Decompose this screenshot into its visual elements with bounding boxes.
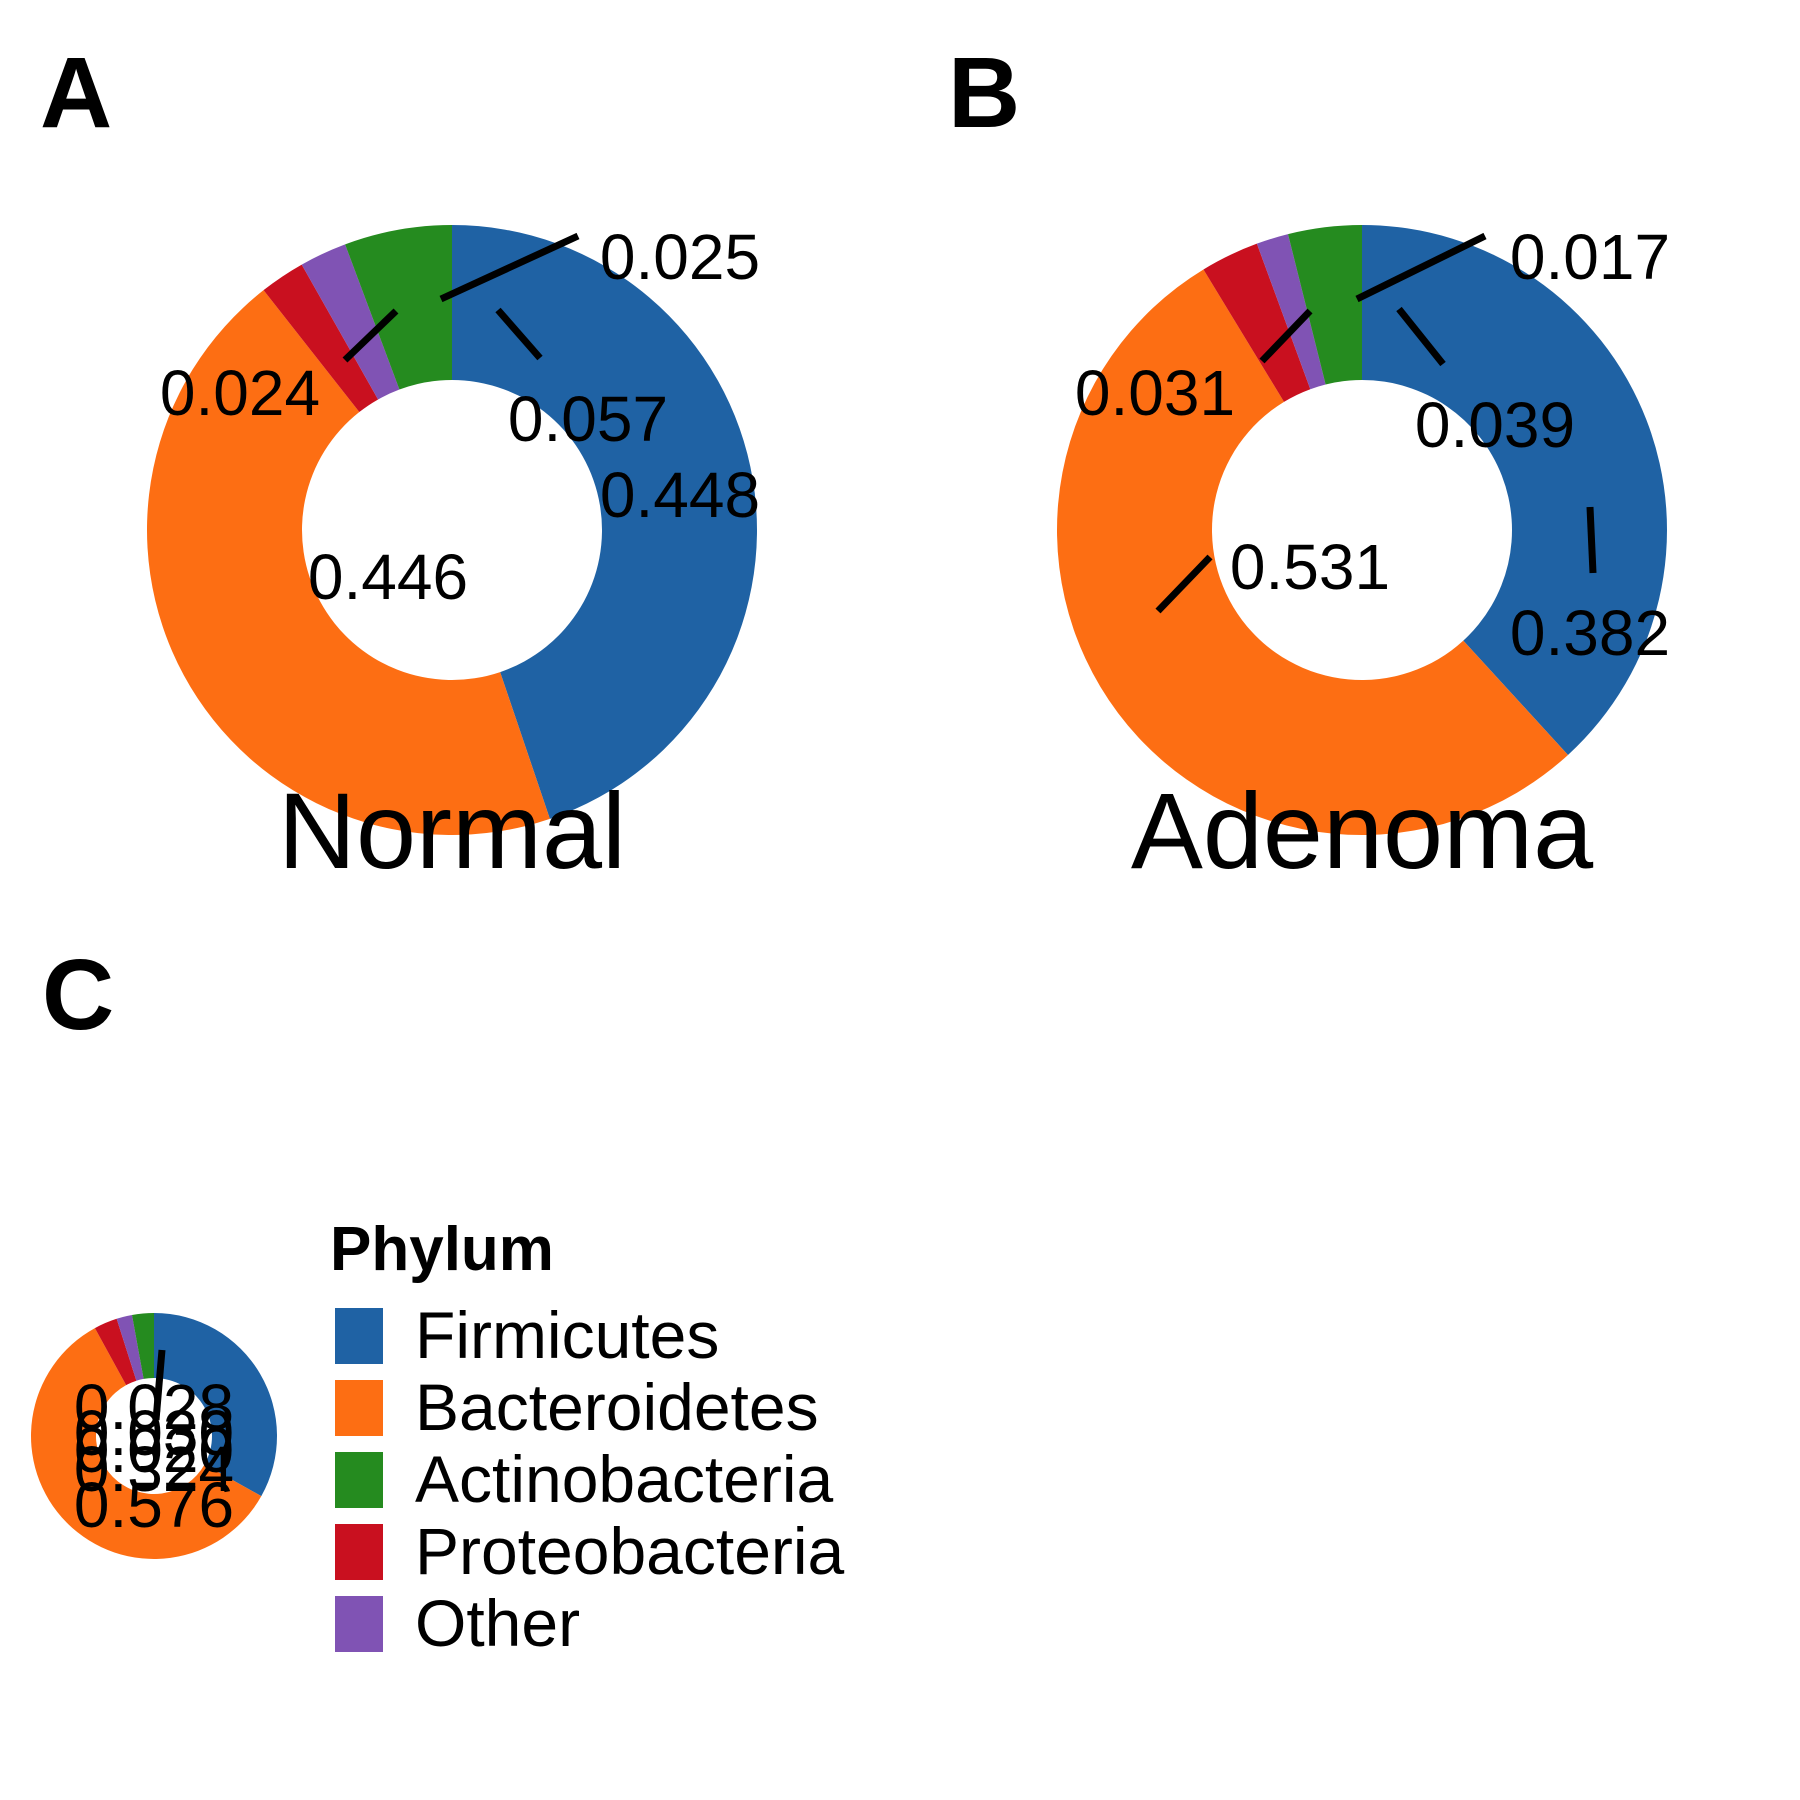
leader-line-proteobacteria <box>342 308 399 363</box>
legend-label-actinobacteria: Actinobacteria <box>415 1442 834 1516</box>
legend-label-firmicutes: Firmicutes <box>415 1298 719 1372</box>
leader-line-firmicutes <box>1586 506 1597 574</box>
slice-proteobacteria <box>94 1318 137 1386</box>
legend-label-other: Other <box>415 1586 580 1660</box>
slice-actinobacteria <box>131 1313 154 1379</box>
value-label-actinobacteria: 0.057 <box>508 383 668 455</box>
slice-bacteroidetes <box>30 1328 262 1559</box>
leader-line-other <box>439 232 580 303</box>
slice-proteobacteria <box>1203 243 1311 402</box>
value-label-other: 0.025 <box>600 221 760 293</box>
slice-actinobacteria <box>1288 225 1362 385</box>
legend-label-bacteroidetes: Bacteroidetes <box>415 1370 819 1444</box>
value-label-bacteroidetes: 0.446 <box>308 541 468 613</box>
legend-title: Phylum <box>330 1215 554 1284</box>
legend-swatch-firmicutes <box>335 1308 383 1364</box>
panel-letter-b: B <box>948 37 1020 149</box>
slice-other <box>1256 234 1326 390</box>
legend-swatch-proteobacteria <box>335 1524 383 1580</box>
value-label-firmicutes: 0.324 <box>74 1433 234 1505</box>
slice-bacteroidetes <box>1057 269 1568 835</box>
value-label-other: 0.017 <box>1510 221 1670 293</box>
legend: Phylum FirmicutesBacteroidetesActinobact… <box>330 1215 845 1660</box>
leader-line-actinobacteria <box>1396 306 1446 367</box>
legend-swatch-actinobacteria <box>335 1452 383 1508</box>
slice-actinobacteria <box>345 225 452 390</box>
value-label-other: 0.020 <box>74 1414 234 1486</box>
value-label-proteobacteria: 0.030 <box>74 1397 234 1469</box>
legend-items: FirmicutesBacteroidetesActinobacteriaPro… <box>335 1298 845 1660</box>
slice-firmicutes <box>452 225 757 819</box>
leader-line-proteobacteria <box>1259 308 1313 364</box>
slice-proteobacteria <box>263 264 379 413</box>
slice-firmicutes <box>154 1313 277 1497</box>
value-label-firmicutes: 0.448 <box>600 459 760 531</box>
legend-label-proteobacteria: Proteobacteria <box>415 1514 845 1588</box>
value-label-proteobacteria: 0.031 <box>1075 357 1235 429</box>
slice-other <box>116 1314 144 1381</box>
slice-bacteroidetes <box>146 290 550 836</box>
chart-title: Normal <box>278 770 626 891</box>
value-label-firmicutes: 0.382 <box>1510 597 1670 669</box>
leader-line-actinobacteria <box>495 307 543 361</box>
legend-swatch-other <box>335 1596 383 1652</box>
value-label-actinobacteria: 0.028 <box>74 1371 234 1443</box>
value-label-bacteroidetes: 0.576 <box>74 1469 234 1541</box>
value-label-proteobacteria: 0.024 <box>160 357 320 429</box>
chart-title: Adenoma <box>1131 770 1594 891</box>
value-label-bacteroidetes: 0.531 <box>1230 531 1390 603</box>
slice-other <box>301 244 400 400</box>
leader-line-bacteroidetes <box>1155 554 1213 614</box>
panel-letter-a: A <box>40 37 112 149</box>
leader-line-other <box>1355 232 1487 303</box>
donut-chart-adenoma: 0.382 0.531 0.031 0.017 0.039 Adenoma <box>1057 221 1670 891</box>
legend-swatch-bacteroidetes <box>335 1380 383 1436</box>
panel-letter-c: C <box>42 939 114 1051</box>
value-label-actinobacteria: 0.039 <box>1415 389 1575 461</box>
donut-chart-normal: 0.448 0.446 0.024 0.025 0.057 Normal <box>146 221 760 891</box>
leader-line-actinobacteria <box>152 1349 166 1421</box>
